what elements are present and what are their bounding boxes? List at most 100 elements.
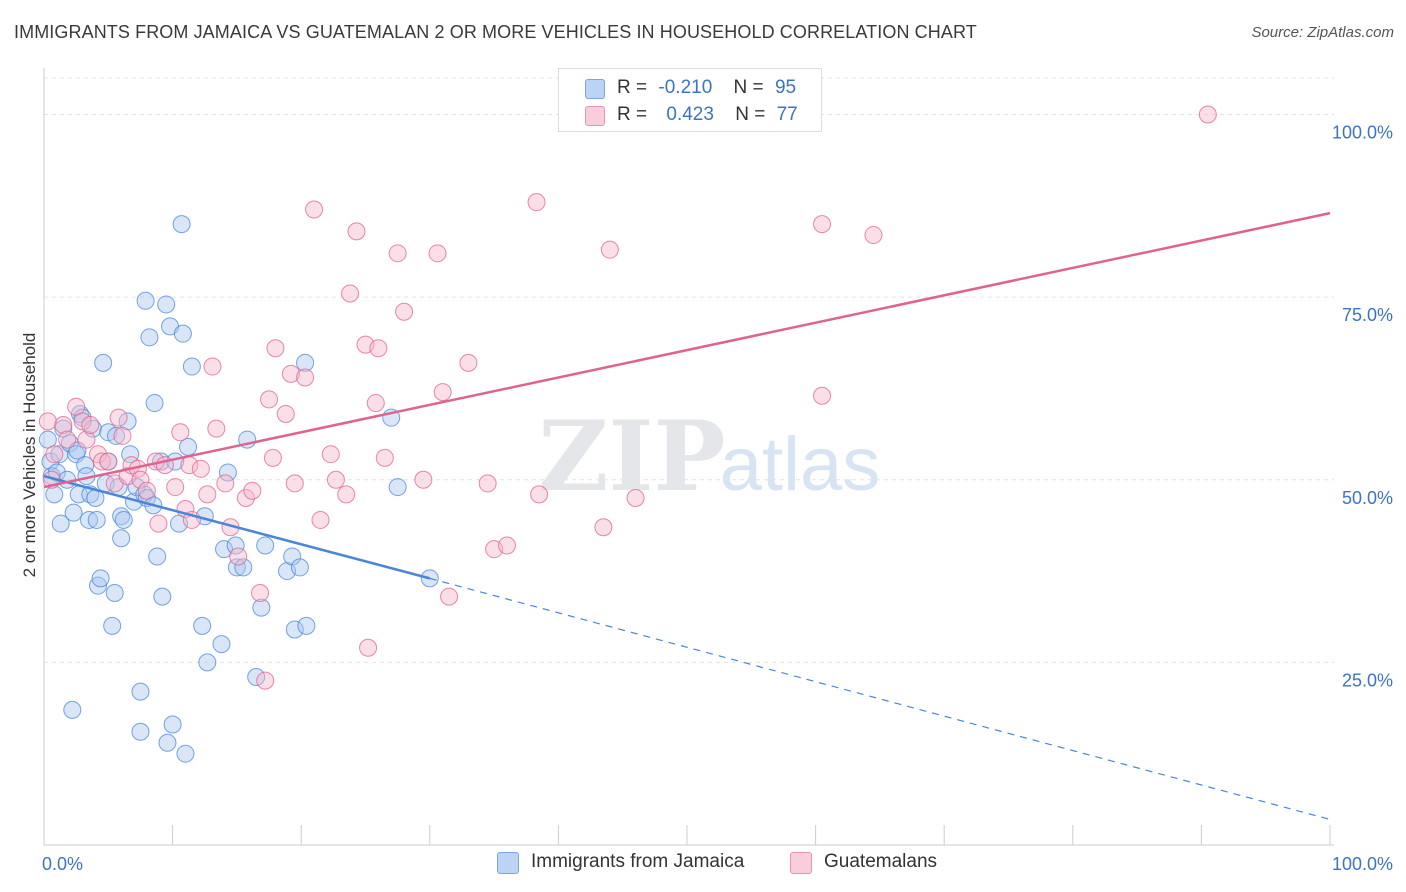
data-point-guatemalans [497,536,516,555]
legend-label-guatemalans: Guatemalans [824,851,938,872]
data-point-guatemalans [276,405,295,424]
data-point-guatemalans [203,357,222,376]
data-point-guatemalans [171,423,190,442]
data-point-guatemalans [131,470,150,489]
x-tick-label-max: 100.0% [1332,854,1393,874]
data-point-guatemalans [433,383,452,402]
data-point-jamaica [226,536,245,555]
r-label: R = [617,77,648,98]
watermark: ZIP atlas [538,400,880,513]
data-point-jamaica [290,558,309,577]
data-point-jamaica [131,682,150,701]
source-label: Source: ZipAtlas.com [1251,24,1394,41]
y-tick-label: 75.0% [1342,305,1393,325]
data-point-guatemalans [347,222,366,241]
data-point-jamaica [157,295,176,314]
data-point-guatemalans [296,368,315,387]
n-value: 77 [776,104,798,125]
data-point-jamaica [114,510,133,529]
jamaica-swatch [585,79,605,99]
data-point-guatemalans [285,474,304,493]
watermark-zip: ZIP [538,400,725,513]
data-point-jamaica [107,426,126,445]
data-point-guatemalans [366,394,385,413]
data-point-guatemalans [530,485,549,504]
data-point-guatemalans [113,426,132,445]
y-tick-label: 50.0% [1342,488,1393,508]
data-point-guatemalans [369,339,388,358]
data-point-jamaica [212,635,231,654]
data-point-guatemalans [626,489,645,508]
data-point-guatemalans [207,419,226,438]
data-point-guatemalans [198,485,217,504]
data-point-guatemalans [440,587,459,606]
data-point-jamaica [158,733,177,752]
data-point-guatemalans [92,452,111,471]
data-point-guatemalans [864,226,883,245]
data-point-jamaica [215,540,234,559]
trend-lines [43,211,1331,821]
data-point-jamaica [45,485,64,504]
r-value: 0.423 [666,104,714,125]
data-point-guatemalans [251,583,270,602]
data-point-guatemalans [191,459,210,478]
data-point-guatemalans [594,518,613,537]
data-point-jamaica [247,667,266,686]
data-point-jamaica [234,558,253,577]
data-point-jamaica [118,412,137,431]
data-point-guatemalans [58,430,77,449]
legend-swatch-guatemalans [790,852,812,874]
data-point-guatemalans [149,514,168,533]
data-point-guatemalans [216,474,235,493]
data-point-guatemalans [260,390,279,409]
data-point-guatemalans [813,215,832,234]
data-point-guatemalans [54,415,73,434]
data-point-jamaica [173,324,192,343]
n-label: N = [735,104,766,125]
data-point-guatemalans [414,470,433,489]
data-point-guatemalans [45,445,64,464]
r-value: -0.210 [658,77,713,98]
data-point-guatemalans [341,284,360,303]
data-point-guatemalans [109,408,128,427]
x-tick-label-min: 0.0% [42,854,83,874]
legend-swatch-jamaica [497,852,519,874]
data-point-jamaica [182,357,201,376]
chart-title: IMMIGRANTS FROM JAMAICA VS GUATEMALAN 2 … [14,22,977,42]
data-point-guatemalans [236,489,255,508]
trend-line-jamaica-extrapolated [429,577,1331,821]
data-point-jamaica [145,394,164,413]
data-point-guatemalans [281,364,300,383]
series-guatemalans-points [38,105,1217,690]
data-point-jamaica [89,576,108,595]
data-point-jamaica [297,616,316,635]
data-point-guatemalans [395,302,414,321]
data-point-guatemalans [311,510,330,529]
data-point-guatemalans [388,244,407,263]
data-point-jamaica [148,547,167,566]
r-label: R = [617,104,648,125]
data-point-guatemalans [337,485,356,504]
data-point-guatemalans [229,547,248,566]
data-point-jamaica [252,598,271,617]
tick-labels: 25.0% 50.0% 75.0% 100.0% 0.0% 100.0% [42,123,1393,874]
data-point-guatemalans [1198,105,1217,124]
data-point-jamaica [136,291,155,310]
data-point-guatemalans [77,430,96,449]
data-point-guatemalans [478,474,497,493]
data-point-guatemalans [38,412,57,431]
data-point-guatemalans [813,386,832,405]
data-point-guatemalans [305,200,324,219]
trend-line-guatemalans [43,211,1331,489]
data-point-jamaica [103,616,122,635]
guatemalans-swatch [585,106,605,126]
data-point-jamaica [218,463,237,482]
n-value: 95 [774,77,797,98]
data-point-guatemalans [266,339,285,358]
watermark-atlas: atlas [720,422,881,507]
data-point-guatemalans [263,448,282,467]
data-point-jamaica [64,503,83,522]
data-point-guatemalans [527,193,546,212]
data-point-jamaica [87,510,106,529]
